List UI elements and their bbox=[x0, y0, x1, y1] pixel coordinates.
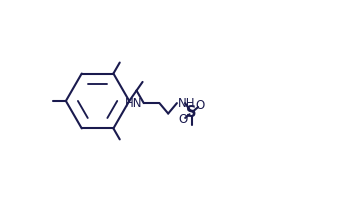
Text: O: O bbox=[196, 99, 205, 112]
Text: HN: HN bbox=[125, 97, 142, 110]
Text: O: O bbox=[178, 113, 188, 126]
Text: NH: NH bbox=[178, 97, 195, 110]
Text: S: S bbox=[186, 105, 197, 120]
